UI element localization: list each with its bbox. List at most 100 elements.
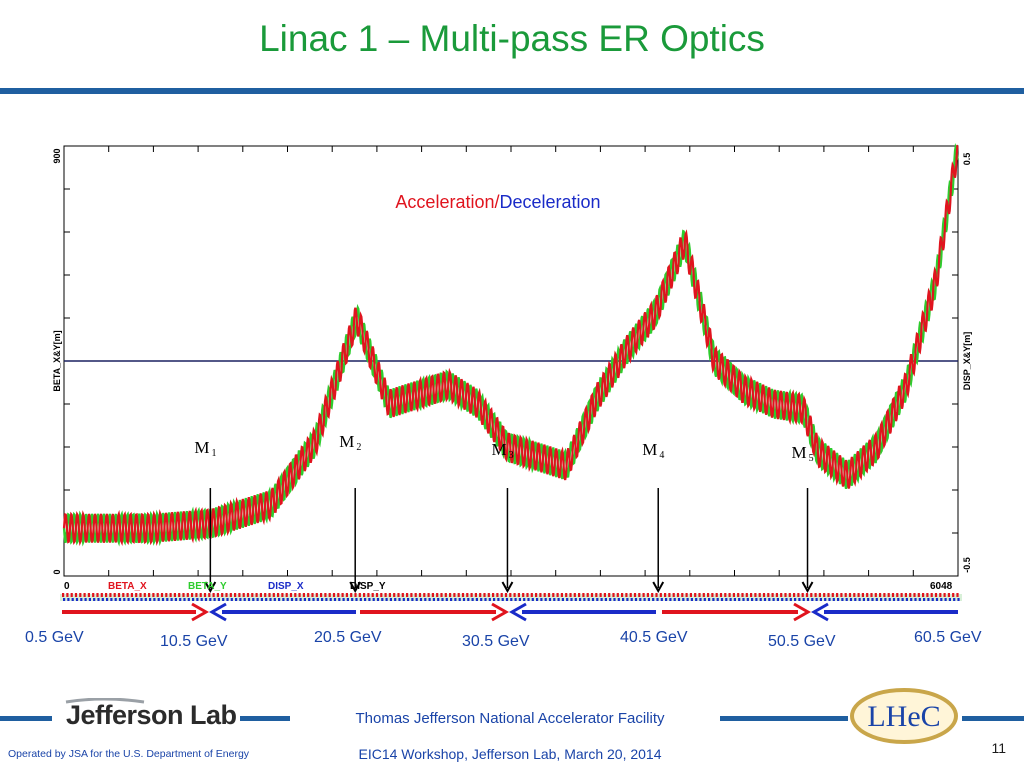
lattice-magnet [664, 593, 667, 597]
lattice-magnet [100, 593, 103, 597]
lattice-magnet [832, 598, 835, 601]
lattice-magnet [368, 598, 371, 601]
lattice-magnet [389, 598, 392, 601]
lattice-magnet [432, 598, 435, 601]
lattice-magnet [579, 598, 582, 601]
lattice-magnet [940, 598, 943, 601]
lattice-magnet [698, 593, 701, 597]
lattice-magnet [570, 598, 573, 601]
accel-arrowhead [793, 602, 812, 622]
lattice-magnet [750, 593, 753, 597]
lattice-magnet [196, 598, 199, 601]
lattice-magnet [952, 593, 955, 597]
lattice-magnet [527, 598, 530, 601]
page-number: 11 [991, 740, 1006, 756]
lattice-magnet [183, 598, 186, 601]
lattice-magnet [152, 593, 155, 597]
lattice-magnet [385, 598, 388, 601]
lattice-magnet [861, 593, 864, 597]
lattice-magnet [337, 593, 340, 597]
lattice-magnet [741, 593, 744, 597]
lattice-magnet [401, 593, 404, 597]
lattice-magnet [229, 593, 232, 597]
lattice-magnet [948, 598, 951, 601]
lattice-magnet [652, 598, 655, 601]
lattice-magnet [315, 593, 318, 597]
lattice-magnet [260, 598, 263, 601]
lattice-magnet [867, 598, 870, 601]
optics-chart: M 1M 2 M 3 M 4 M 5 BETA_X&Y[m] 900 0 DISP_X&Y[m]… [52, 142, 972, 622]
lattice-magnet [424, 598, 427, 601]
lattice-magnet [186, 593, 189, 597]
lattice-magnet [418, 593, 422, 597]
lattice-magnet [595, 593, 598, 597]
legend-beta-y: BETA_Y [188, 581, 227, 592]
lattice-magnet [828, 598, 831, 601]
lattice-magnet [854, 598, 857, 601]
lattice-magnet [290, 598, 294, 601]
lattice-magnet [917, 593, 920, 597]
lattice-magnet [535, 593, 538, 597]
lattice-magnet [221, 593, 224, 597]
lattice-magnet [565, 593, 568, 597]
lattice-magnet [67, 598, 70, 601]
y-left-max-label: 900 [52, 148, 62, 163]
lattice-magnet [488, 598, 491, 601]
lattice-magnet [626, 598, 629, 601]
lattice-magnet [522, 593, 525, 597]
lattice-magnet [785, 598, 788, 601]
lhec-logo: LHeC [850, 688, 958, 744]
lattice-magnet [480, 598, 483, 601]
lattice-magnet [298, 593, 301, 597]
energy-label-1: 0.5 GeV [25, 629, 84, 646]
lattice-magnet [660, 598, 663, 601]
lattice-magnet [669, 598, 672, 601]
lattice-magnet [303, 598, 306, 601]
lattice-magnet [629, 593, 632, 597]
lattice-magnet [909, 593, 912, 597]
lattice-magnet [96, 593, 99, 597]
lattice-magnet [896, 593, 899, 597]
lattice-magnet [677, 598, 681, 601]
footer-bar-right [962, 716, 1024, 721]
lattice-magnet [587, 598, 590, 601]
lattice-magnet [633, 593, 637, 597]
lattice-magnet [166, 598, 169, 601]
lattice-magnet [888, 598, 891, 601]
lattice-magnet [454, 598, 457, 601]
lattice-magnet [702, 593, 705, 597]
lattice-magnet [754, 593, 757, 597]
lattice-magnet [394, 598, 397, 601]
lattice-magnet [935, 598, 939, 601]
lattice-magnet [845, 598, 848, 601]
lattice-magnet [557, 598, 560, 601]
lattice-magnet [311, 593, 314, 597]
lattice-magnet [772, 598, 775, 601]
lattice-magnet [492, 593, 495, 597]
lattice-magnet [582, 593, 585, 597]
annotation-sep: / [494, 192, 499, 212]
lattice-magnet [591, 598, 595, 601]
lattice-magnet [875, 598, 878, 601]
lattice-magnet [79, 593, 82, 597]
lattice-magnet [217, 598, 220, 601]
lattice-magnet [552, 593, 555, 597]
lattice-magnet [411, 598, 414, 601]
lattice-magnet [621, 593, 624, 597]
lattice-magnet [805, 593, 809, 597]
lattice-magnet [312, 598, 315, 601]
lattice-magnet [66, 593, 69, 597]
lattice-magnet [461, 593, 465, 597]
lattice-magnet [204, 598, 208, 601]
lattice-magnet [440, 593, 443, 597]
lattice-magnet [225, 593, 228, 597]
lattice-magnet [608, 593, 611, 597]
lattice-magnet [732, 593, 735, 597]
lattice-magnet [341, 593, 344, 597]
lattice-magnet [953, 598, 956, 601]
lattice-magnet [234, 593, 237, 597]
lattice-magnet [140, 598, 143, 601]
lattice-magnet [784, 593, 787, 597]
